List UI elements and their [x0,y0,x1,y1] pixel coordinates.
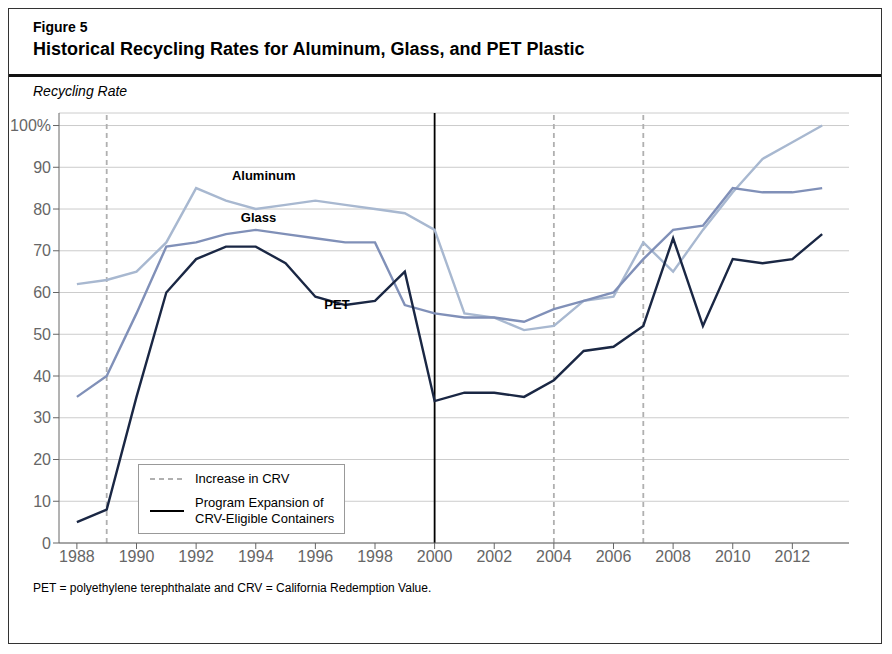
html-text:Program Expansion of: Program Expansion of [195,495,324,511]
html-text:Figure 5: Figure 5 [33,19,88,35]
svg-text:2004: 2004 [536,548,572,565]
svg-text:2008: 2008 [655,548,691,565]
svg-text:100%: 100% [10,117,51,134]
svg-text:50: 50 [33,326,51,343]
svg-text:2002: 2002 [476,548,512,565]
svg-text:90: 90 [33,159,51,176]
svg-text:1990: 1990 [119,548,155,565]
svg-text:1996: 1996 [298,548,334,565]
svg-text:20: 20 [33,451,51,468]
svg-text:1992: 1992 [178,548,214,565]
svg-text:10: 10 [33,493,51,510]
svg-text:1998: 1998 [357,548,393,565]
svg-text:PET: PET [324,297,349,312]
svg-text:Aluminum: Aluminum [232,168,296,183]
svg-text:80: 80 [33,201,51,218]
svg-text:0: 0 [42,535,51,552]
html-text:Increase in CRV: Increase in CRV [195,471,290,487]
svg-text:2010: 2010 [715,548,751,565]
svg-text:60: 60 [33,284,51,301]
svg-text:30: 30 [33,409,51,426]
html-text:Historical Recycling Rates for: Historical Recycling Rates for Aluminum,… [33,39,585,59]
svg-text:70: 70 [33,242,51,259]
html-text:CRV-Eligible Containers: CRV-Eligible Containers [195,511,335,527]
svg-text:40: 40 [33,368,51,385]
html-text:PET = polyethylene terephthala: PET = polyethylene terephthalate and CRV… [33,581,432,595]
svg-text:Glass: Glass [241,210,276,225]
svg-text:2006: 2006 [596,548,632,565]
svg-text:1994: 1994 [238,548,274,565]
svg-text:2000: 2000 [417,548,453,565]
html-text:Recycling Rate: Recycling Rate [33,83,128,99]
svg-text:1988: 1988 [59,548,95,565]
svg-text:2012: 2012 [775,548,811,565]
